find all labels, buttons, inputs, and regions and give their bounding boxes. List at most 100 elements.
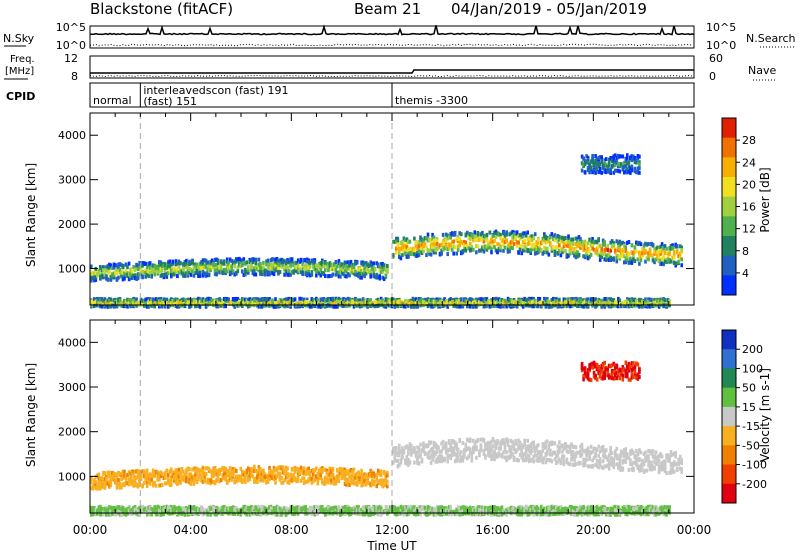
heatmap-cell xyxy=(130,269,134,274)
heatmap-cell xyxy=(271,266,274,271)
heatmap-cell xyxy=(648,297,652,302)
heatmap-cell xyxy=(366,505,369,510)
heatmap-cell xyxy=(191,512,194,517)
heatmap-cell xyxy=(277,266,280,271)
heatmap-cell xyxy=(127,277,131,282)
heatmap-cell xyxy=(440,299,443,304)
heatmap-cell xyxy=(215,268,218,273)
heatmap-cell xyxy=(109,505,113,510)
heatmap-cell xyxy=(620,304,623,309)
heatmap-cell xyxy=(324,268,327,273)
heatmap-cell xyxy=(447,298,451,303)
heatmap-cell xyxy=(456,244,460,249)
heatmap-cell xyxy=(307,262,310,267)
heatmap-cell xyxy=(109,297,113,302)
heatmap-cell xyxy=(260,270,264,275)
heatmap-cell xyxy=(574,236,578,241)
heatmap-cell xyxy=(290,259,294,264)
heatmap-cell xyxy=(203,258,206,263)
heatmap-cell xyxy=(141,269,144,274)
heatmap-cell xyxy=(147,297,150,301)
heatmap-cell xyxy=(627,252,631,257)
freq-tick-top: 12 xyxy=(64,52,78,65)
heatmap-cell xyxy=(301,303,304,308)
heatmap-cell xyxy=(324,510,327,514)
heatmap-cell xyxy=(153,301,156,306)
heatmap-cell xyxy=(612,154,616,159)
heatmap-cell xyxy=(475,508,478,513)
heatmap-cell xyxy=(506,299,510,304)
heatmap-cell xyxy=(490,239,493,244)
heatmap-cell xyxy=(393,239,397,244)
heatmap-cell xyxy=(299,258,303,262)
heatmap-cell xyxy=(618,246,622,251)
heatmap-cell xyxy=(150,274,153,279)
heatmap-cell xyxy=(653,251,656,256)
heatmap-cell xyxy=(423,236,427,241)
heatmap-cell xyxy=(485,236,489,241)
heatmap-cell xyxy=(123,508,126,513)
heatmap-cell xyxy=(494,232,498,237)
heatmap-cell xyxy=(603,242,606,247)
heatmap-cell xyxy=(562,303,566,308)
heatmap-cell xyxy=(121,265,125,270)
heatmap-cell xyxy=(521,298,525,303)
heatmap-cell xyxy=(407,253,410,258)
heatmap-cell xyxy=(310,304,314,309)
heatmap-cell xyxy=(263,508,267,513)
heatmap-cell xyxy=(330,267,333,271)
heatmap-cell xyxy=(151,508,155,513)
heatmap-cell xyxy=(130,507,134,512)
heatmap-cell xyxy=(586,297,590,302)
heatmap-cell xyxy=(222,270,226,275)
heatmap-cell xyxy=(378,264,381,269)
heatmap-cell xyxy=(219,264,223,268)
heatmap-cell xyxy=(159,266,163,271)
heatmap-cell xyxy=(601,162,605,167)
heatmap-cell xyxy=(253,272,256,277)
heatmap-cell xyxy=(435,239,439,244)
heatmap-cell xyxy=(206,297,209,302)
heatmap-cell xyxy=(484,299,487,304)
heatmap-cell xyxy=(156,512,159,517)
heatmap-cell xyxy=(440,509,443,514)
heatmap-cell xyxy=(446,247,449,252)
heatmap-cell xyxy=(302,297,306,302)
heatmap-cell xyxy=(384,505,388,509)
heatmap-cell xyxy=(583,246,587,251)
heatmap-cell xyxy=(144,274,147,279)
heatmap-cell xyxy=(496,250,499,254)
heatmap-cell xyxy=(354,260,357,265)
heatmap-cell xyxy=(449,510,452,515)
heatmap-cell xyxy=(552,237,555,242)
heatmap-cell xyxy=(603,158,606,163)
heatmap-cell xyxy=(630,304,634,308)
heatmap-cell xyxy=(210,258,214,263)
heatmap-cell xyxy=(615,168,619,173)
heatmap-cell xyxy=(355,301,359,306)
heatmap-cell xyxy=(177,301,181,305)
heatmap-cell xyxy=(94,270,98,275)
heatmap-cell xyxy=(339,263,342,268)
cpid-label: CPID xyxy=(6,90,35,103)
heatmap-cell xyxy=(429,252,433,257)
heatmap-cell xyxy=(540,240,543,245)
heatmap-cell xyxy=(389,299,392,304)
heatmap-cell xyxy=(274,512,277,517)
heatmap-cell xyxy=(144,271,147,275)
heatmap-cell xyxy=(645,304,649,309)
heatmap-cell xyxy=(669,244,673,248)
heatmap-cell xyxy=(571,241,575,245)
heatmap-cell xyxy=(431,511,434,516)
heatmap-cell xyxy=(336,270,339,275)
heatmap-cell xyxy=(315,263,318,268)
heatmap-cell xyxy=(200,266,203,271)
heatmap-cell xyxy=(307,271,310,276)
heatmap-cell xyxy=(164,272,167,277)
heatmap-cell xyxy=(209,512,212,517)
heatmap-cell xyxy=(342,303,345,308)
heatmap-cell xyxy=(364,264,368,269)
heatmap-cell xyxy=(188,267,191,271)
heatmap-cell xyxy=(512,304,516,309)
heatmap-cell xyxy=(588,300,591,305)
